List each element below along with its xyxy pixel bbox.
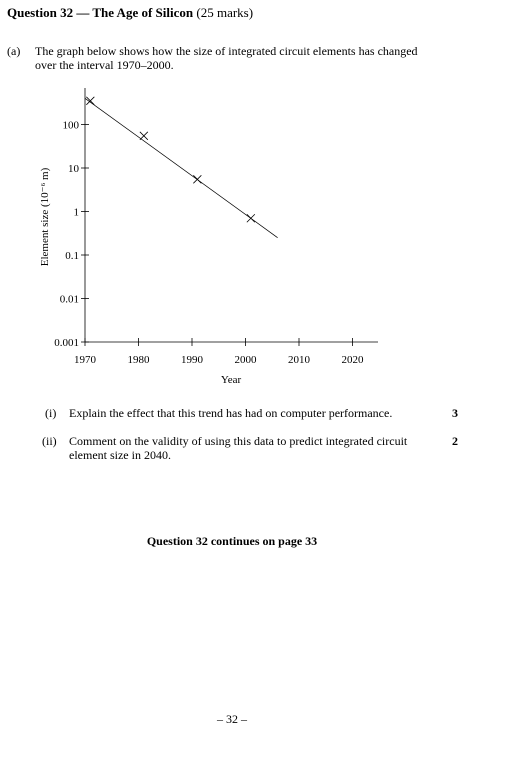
part-ii-text: Comment on the validity of using this da… xyxy=(69,434,408,462)
question-title: Question 32 — The Age of Silicon (25 mar… xyxy=(7,5,253,21)
y-tick-label: 100 xyxy=(63,120,80,132)
data-point xyxy=(139,131,149,141)
x-tick-label: 2020 xyxy=(342,354,365,366)
part-a-text: The graph below shows how the size of in… xyxy=(35,44,418,72)
data-point xyxy=(246,213,256,223)
data-point xyxy=(193,175,202,184)
page-number: – 32 – xyxy=(217,712,247,726)
x-tick-label: 1990 xyxy=(181,354,204,366)
x-axis-label: Year xyxy=(221,374,242,386)
trend-line xyxy=(84,98,278,238)
continues-note: Question 32 continues on page 33 xyxy=(146,534,318,548)
part-i-number: (i) xyxy=(45,406,57,420)
y-ticks: 0.001 0.01 0.1 1 10 100 xyxy=(54,120,89,349)
y-tick-label: 0.01 xyxy=(60,294,79,306)
data-point xyxy=(86,96,95,106)
x-tick-label: 1970 xyxy=(74,354,97,366)
question-marks: (25 marks) xyxy=(196,5,254,20)
data-point-stroke xyxy=(246,213,256,223)
element-size-chart: 1970 1980 1990 2000 2010 2020 0.001 0.01 0.1 1 10… xyxy=(39,88,378,386)
x-tick-label: 2000 xyxy=(235,354,258,366)
y-tick-label: 1 xyxy=(74,207,80,219)
question-title-bold: Question 32 — The Age of Silicon xyxy=(7,5,194,20)
part-i-text: Explain the effect that this trend has h… xyxy=(69,406,393,420)
data-point-stroke xyxy=(139,131,149,141)
x-tick-label: 2010 xyxy=(288,354,311,366)
part-a-label: (a) xyxy=(7,44,21,58)
data-point-stroke xyxy=(86,96,95,106)
data-point-stroke xyxy=(193,175,202,184)
part-i-marks: 3 xyxy=(452,406,458,420)
part-ii-marks: 2 xyxy=(452,434,458,448)
y-tick-label: 0.001 xyxy=(54,337,79,349)
y-tick-label: 0.1 xyxy=(65,250,79,262)
x-tick-label: 1980 xyxy=(128,354,151,366)
x-ticks: 1970 1980 1990 2000 2010 2020 xyxy=(74,338,364,366)
y-axis-label: Element size (10⁻⁶ m) xyxy=(39,167,51,266)
data-points xyxy=(86,96,256,223)
y-tick-label: 10 xyxy=(68,163,80,175)
part-ii-number: (ii) xyxy=(42,434,57,448)
